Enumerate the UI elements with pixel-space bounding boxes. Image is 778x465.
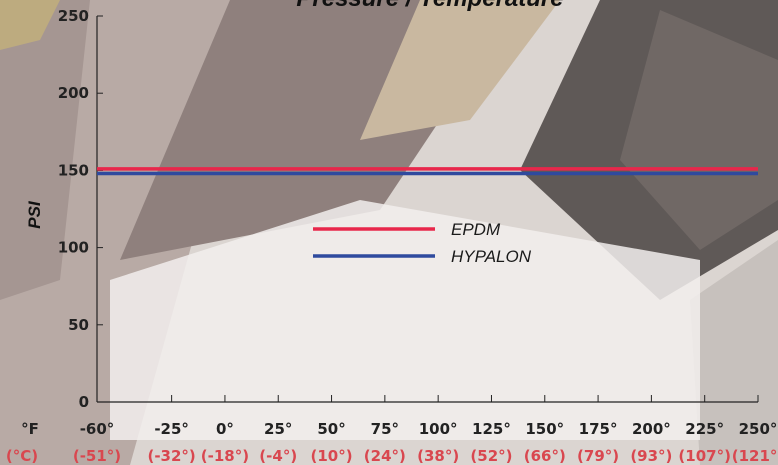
plot-frame — [96, 16, 758, 403]
x-tick-label-f: 150° — [525, 420, 564, 438]
y-tick-label: 100 — [58, 239, 89, 257]
x-tick-label-f: 100° — [419, 420, 458, 438]
x-tick-label-c: (-4°) — [259, 447, 297, 465]
x-tick-label-c: (52°) — [470, 447, 512, 465]
x-tick-label-c: (10°) — [311, 447, 353, 465]
x-tick-label-c: (121°) — [732, 447, 778, 465]
x-tick-label-f: 175° — [579, 420, 618, 438]
y-axis-label: PSI — [25, 200, 44, 229]
x-tick-label-f: 125° — [472, 420, 511, 438]
x-tick-label-c: (-32°) — [147, 447, 195, 465]
y-axis: 0 50 100 150 200 250 — [58, 7, 103, 411]
chart-title: Pressure / Temperature — [296, 0, 563, 12]
x-tick-label-f: 225° — [685, 420, 724, 438]
x-tick-label-c: (24°) — [364, 447, 406, 465]
x-tick-label-c: (79°) — [577, 447, 619, 465]
x-tick-label-c: (-51°) — [73, 447, 121, 465]
x-tick-label-f: 250° — [739, 420, 778, 438]
y-tick-label: 150 — [58, 161, 89, 179]
legend-label-hypalon: HYPALON — [451, 247, 532, 266]
x-tick-label-f: 25° — [264, 420, 292, 438]
x-tick-label-f: 200° — [632, 420, 671, 438]
x-tick-label-c: (93°) — [630, 447, 672, 465]
x-axis: -60° (-51°) -25° (-32°) 0° (-18°) 25° (-4°) 50° (… — [73, 395, 778, 465]
y-tick-label: 250 — [58, 7, 89, 25]
x-tick-label-c: (66°) — [524, 447, 566, 465]
x-tick-label-f: -60° — [80, 420, 115, 438]
legend: EPDM HYPALON — [313, 220, 532, 266]
x-axis-unit-c: (°C) — [6, 447, 38, 465]
legend-label-epdm: EPDM — [451, 220, 501, 239]
y-tick-label: 50 — [68, 316, 89, 334]
x-tick-label-c: (107°) — [678, 447, 731, 465]
y-tick-label: 200 — [58, 84, 89, 102]
y-tick-label: 0 — [79, 393, 89, 411]
x-tick-label-f: -25° — [154, 420, 189, 438]
x-tick-label-f: 0° — [216, 420, 234, 438]
x-tick-label-f: 75° — [371, 420, 399, 438]
x-axis-unit-f: °F — [21, 420, 39, 438]
x-tick-label-c: (38°) — [417, 447, 459, 465]
x-tick-label-c: (-18°) — [201, 447, 249, 465]
x-tick-label-f: 50° — [317, 420, 345, 438]
series-layer — [97, 167, 758, 176]
